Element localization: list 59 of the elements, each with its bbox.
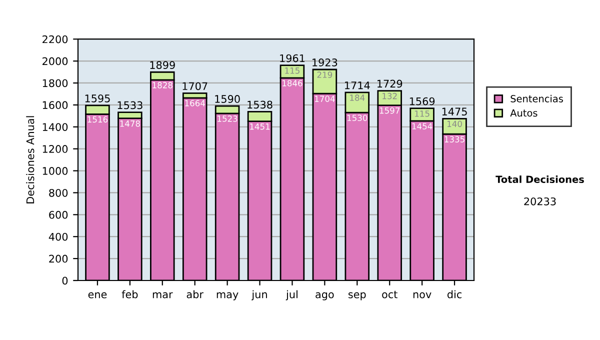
- data-label: 115: [285, 68, 300, 74]
- x-tick-label: sep: [348, 292, 366, 300]
- total-label: 1899: [150, 61, 175, 70]
- x-tick-label: abr: [186, 290, 204, 298]
- text: Total Decisiones: [496, 175, 584, 184]
- data-label: 184: [350, 94, 365, 101]
- y-tick-label: 1600: [42, 101, 68, 110]
- data-label: 1597: [380, 107, 400, 114]
- y-tick-label: 2200: [42, 35, 68, 44]
- x-tick-label: oct: [382, 290, 398, 298]
- data-label: 1704: [315, 96, 335, 102]
- data-label: 1530: [347, 114, 368, 122]
- y-tick-label: 0: [62, 276, 68, 285]
- y-tick-label: 1200: [42, 145, 68, 153]
- x-tick-label: ago: [316, 292, 334, 300]
- y-axis-title: Decisiones Anual: [26, 116, 34, 204]
- data-label: 1451: [250, 124, 270, 130]
- x-tick-label: may: [216, 292, 238, 300]
- data-label: 115: [415, 110, 430, 117]
- data-label: 1846: [282, 80, 302, 86]
- x-tick-label: ene: [88, 292, 107, 298]
- legend-label: Sentencias: [510, 94, 563, 102]
- data-label: 1478: [120, 120, 140, 127]
- total-label: 1707: [182, 82, 208, 90]
- x-tick-label: jun: [252, 290, 267, 300]
- data-label: 132: [382, 92, 397, 100]
- x-tick-label: jul: [286, 290, 298, 300]
- y-tick-label: 1000: [42, 167, 68, 175]
- y-tick-label: 600: [49, 210, 68, 219]
- y-tick-label: 2000: [42, 57, 68, 66]
- data-label: 219: [317, 72, 332, 78]
- x-tick-label: dic: [447, 290, 462, 298]
- total-label: 1729: [377, 80, 402, 88]
- y-tick-label: 1800: [42, 79, 68, 88]
- total-label: 1714: [345, 82, 370, 90]
- data-label: 1454: [412, 123, 432, 130]
- total-label: 1923: [312, 58, 338, 66]
- data-label: 140: [447, 120, 462, 128]
- data-label: 1828: [152, 82, 172, 88]
- total-label: 1533: [118, 101, 142, 110]
- text: 20233: [524, 197, 556, 206]
- legend-label: Autos: [510, 109, 538, 117]
- x-tick-label: mar: [152, 292, 173, 298]
- y-tick-label: 1400: [42, 123, 68, 131]
- total-label: 1569: [410, 97, 435, 106]
- data-label: 1664: [185, 100, 205, 106]
- y-tick-label: 800: [49, 188, 68, 197]
- total-label: 1538: [248, 100, 272, 109]
- total-label: 1595: [85, 94, 110, 102]
- x-tick-label: feb: [122, 290, 138, 298]
- total-label: 1475: [442, 108, 467, 116]
- total-label: 1961: [280, 54, 305, 62]
- data-label: 1516: [88, 116, 108, 123]
- data-label: 1523: [218, 116, 238, 122]
- total-label: 1590: [215, 95, 240, 103]
- y-tick-label: 400: [48, 232, 68, 241]
- data-label: 1335: [444, 136, 464, 142]
- x-tick-label: nov: [413, 292, 432, 298]
- y-tick-label: 200: [49, 254, 68, 263]
